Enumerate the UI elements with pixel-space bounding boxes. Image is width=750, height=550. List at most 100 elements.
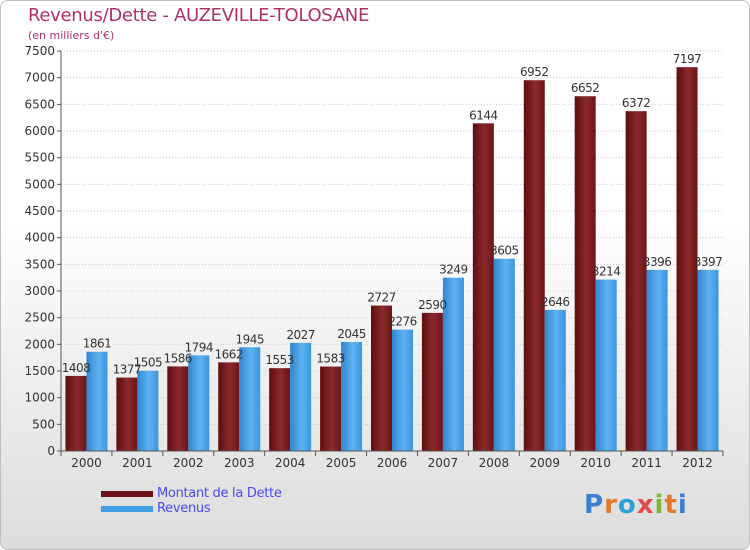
- y-tick-label-7500: 7500: [24, 44, 55, 58]
- data-label-debt-2002: 1586: [164, 351, 193, 365]
- data-label-debt-2004: 1553: [265, 353, 294, 367]
- x-tick-label-2003: 2003: [224, 456, 255, 470]
- y-tick-label-7000: 7000: [24, 71, 55, 85]
- chart-subtitle: (en milliers d'€): [28, 29, 115, 42]
- bar-revenue-2003: [239, 347, 261, 451]
- bar-revenue-2007: [442, 277, 464, 451]
- bar-debt-2008: [472, 123, 494, 451]
- bar-debt-2002: [167, 366, 189, 451]
- x-tick-label-2007: 2007: [428, 456, 459, 470]
- y-tick-label-6000: 6000: [24, 124, 55, 138]
- legend-item-revenue: Revenus: [101, 501, 361, 517]
- x-tick-label-2010: 2010: [580, 456, 611, 470]
- x-tick-label-2000: 2000: [71, 456, 102, 470]
- bar-revenue-2006: [392, 329, 413, 451]
- bar-debt-2012: [676, 67, 698, 451]
- x-tick-label-2005: 2005: [326, 456, 357, 470]
- x-tick-label-2012: 2012: [682, 456, 713, 470]
- data-label-debt-2000: 1408: [62, 361, 91, 375]
- bar-revenue-2012: [697, 269, 719, 451]
- y-tick-label-2000: 2000: [24, 337, 55, 351]
- data-label-debt-2011: 6372: [622, 96, 651, 110]
- x-tick-label-2001: 2001: [122, 456, 153, 470]
- bar-debt-2001: [116, 377, 138, 451]
- data-label-revenue-2007: 3249: [439, 263, 468, 277]
- y-tick-label-3000: 3000: [24, 284, 55, 298]
- data-label-revenue-2004: 2027: [286, 328, 315, 342]
- data-label-revenue-2008: 3605: [490, 244, 519, 258]
- x-tick-label-2009: 2009: [529, 456, 560, 470]
- x-tick-label-2002: 2002: [173, 456, 204, 470]
- y-tick-label-3500: 3500: [24, 257, 55, 271]
- bar-debt-2011: [625, 111, 647, 451]
- data-label-revenue-2010: 3214: [592, 265, 621, 279]
- data-label-revenue-2003: 1945: [235, 332, 264, 346]
- data-label-revenue-2001: 1505: [134, 356, 163, 370]
- data-label-revenue-2002: 1794: [185, 340, 214, 354]
- bar-debt-2003: [218, 362, 240, 451]
- legend-item-debt: Montant de la Dette: [101, 486, 361, 502]
- bar-debt-2009: [523, 80, 545, 451]
- bar-layer: [65, 67, 719, 451]
- bar-revenue-2000: [86, 351, 108, 451]
- y-tick-label-5500: 5500: [24, 151, 55, 165]
- data-label-debt-2008: 6144: [469, 108, 498, 122]
- bar-revenue-2008: [493, 258, 515, 451]
- y-tick-label-0: 0: [47, 444, 55, 458]
- data-label-revenue-2011: 3396: [643, 255, 672, 269]
- x-tick-label-2008: 2008: [479, 456, 510, 470]
- bar-revenue-2004: [290, 342, 312, 451]
- y-tick-label-5000: 5000: [24, 177, 55, 191]
- bar-debt-2005: [320, 366, 342, 451]
- logo-letter: x: [636, 490, 655, 520]
- data-label-revenue-2005: 2045: [337, 327, 366, 341]
- data-label-revenue-2000: 1861: [83, 337, 112, 351]
- legend-label-debt: Montant de la Dette: [157, 486, 282, 501]
- y-tick-label-4500: 4500: [24, 204, 55, 218]
- legend-label-revenue: Revenus: [157, 501, 211, 516]
- bar-revenue-2001: [137, 370, 159, 451]
- logo-letter: t: [664, 490, 678, 520]
- bar-revenue-2010: [595, 279, 617, 451]
- data-label-debt-2003: 1662: [214, 347, 243, 361]
- bar-debt-2000: [65, 375, 87, 451]
- data-label-revenue-2006: 2276: [388, 315, 417, 329]
- y-tick-label-6500: 6500: [24, 97, 55, 111]
- x-tick-label-2004: 2004: [275, 456, 306, 470]
- logo-letter: r: [604, 490, 618, 520]
- bar-revenue-2011: [646, 269, 668, 451]
- bar-revenue-2009: [544, 309, 566, 451]
- data-label-debt-2005: 1583: [316, 352, 345, 366]
- data-label-debt-2006: 2727: [367, 291, 396, 305]
- data-label-debt-2010: 6652: [571, 81, 600, 95]
- proxiti-logo: Proxiti: [584, 490, 688, 520]
- bar-revenue-2002: [188, 355, 210, 451]
- bar-revenue-2005: [341, 341, 363, 451]
- bar-debt-2004: [269, 368, 291, 451]
- data-label-debt-2012: 7197: [673, 52, 702, 66]
- y-tick-label-1000: 1000: [24, 391, 55, 405]
- data-label-debt-2001: 1377: [113, 363, 142, 377]
- axis-layer: 0 500 1000 1500 2000 2500 3000 3500 4000 4500 5000…: [24, 44, 724, 470]
- logo-letter: i: [677, 490, 688, 520]
- y-tick-label-1500: 1500: [24, 364, 55, 378]
- data-label-revenue-2009: 2646: [541, 295, 570, 309]
- x-tick-label-2011: 2011: [631, 456, 662, 470]
- logo-letter: P: [584, 490, 605, 520]
- logo-letter: o: [617, 490, 637, 520]
- y-tick-label-4000: 4000: [24, 231, 55, 245]
- bar-debt-2010: [574, 96, 596, 451]
- data-label-debt-2009: 6952: [520, 65, 549, 79]
- x-tick-label-2006: 2006: [377, 456, 408, 470]
- y-tick-label-2500: 2500: [24, 311, 55, 325]
- data-label-debt-2007: 2590: [418, 298, 447, 312]
- bar-debt-2007: [421, 312, 443, 451]
- bar-debt-2006: [371, 305, 392, 451]
- chart-title: Revenus/Dette - AUZEVILLE-TOLOSANE: [28, 5, 370, 26]
- legend-swatch-revenue: [101, 506, 153, 512]
- legend-swatch-debt: [101, 491, 153, 497]
- legend: Montant de la Dette Revenus: [101, 486, 361, 517]
- logo-letter: i: [654, 490, 665, 520]
